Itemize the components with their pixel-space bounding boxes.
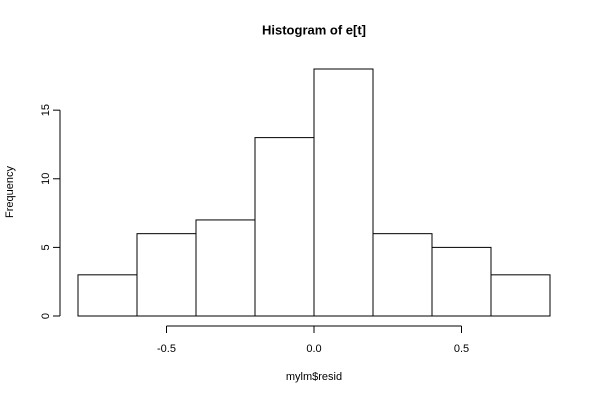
bar bbox=[431, 246, 492, 317]
x-tick-label: -0.5 bbox=[157, 343, 176, 355]
bar bbox=[254, 137, 315, 317]
y-tick-label: 10 bbox=[40, 173, 52, 185]
y-axis-label: Frequency bbox=[4, 166, 16, 218]
bar bbox=[77, 274, 138, 317]
bar bbox=[195, 219, 256, 317]
y-tick-label: 15 bbox=[40, 104, 52, 116]
x-tick-label: 0.5 bbox=[454, 343, 469, 355]
bar bbox=[372, 233, 433, 317]
x-tick-label: 0.0 bbox=[306, 343, 321, 355]
bar bbox=[136, 233, 197, 317]
y-tick-label: 5 bbox=[40, 244, 52, 250]
y-tick-label: 0 bbox=[40, 313, 52, 319]
bar bbox=[490, 274, 551, 317]
chart-title: Histogram of e[t] bbox=[262, 22, 366, 37]
x-axis-label: mylm$resid bbox=[286, 371, 342, 383]
bar bbox=[313, 68, 374, 317]
